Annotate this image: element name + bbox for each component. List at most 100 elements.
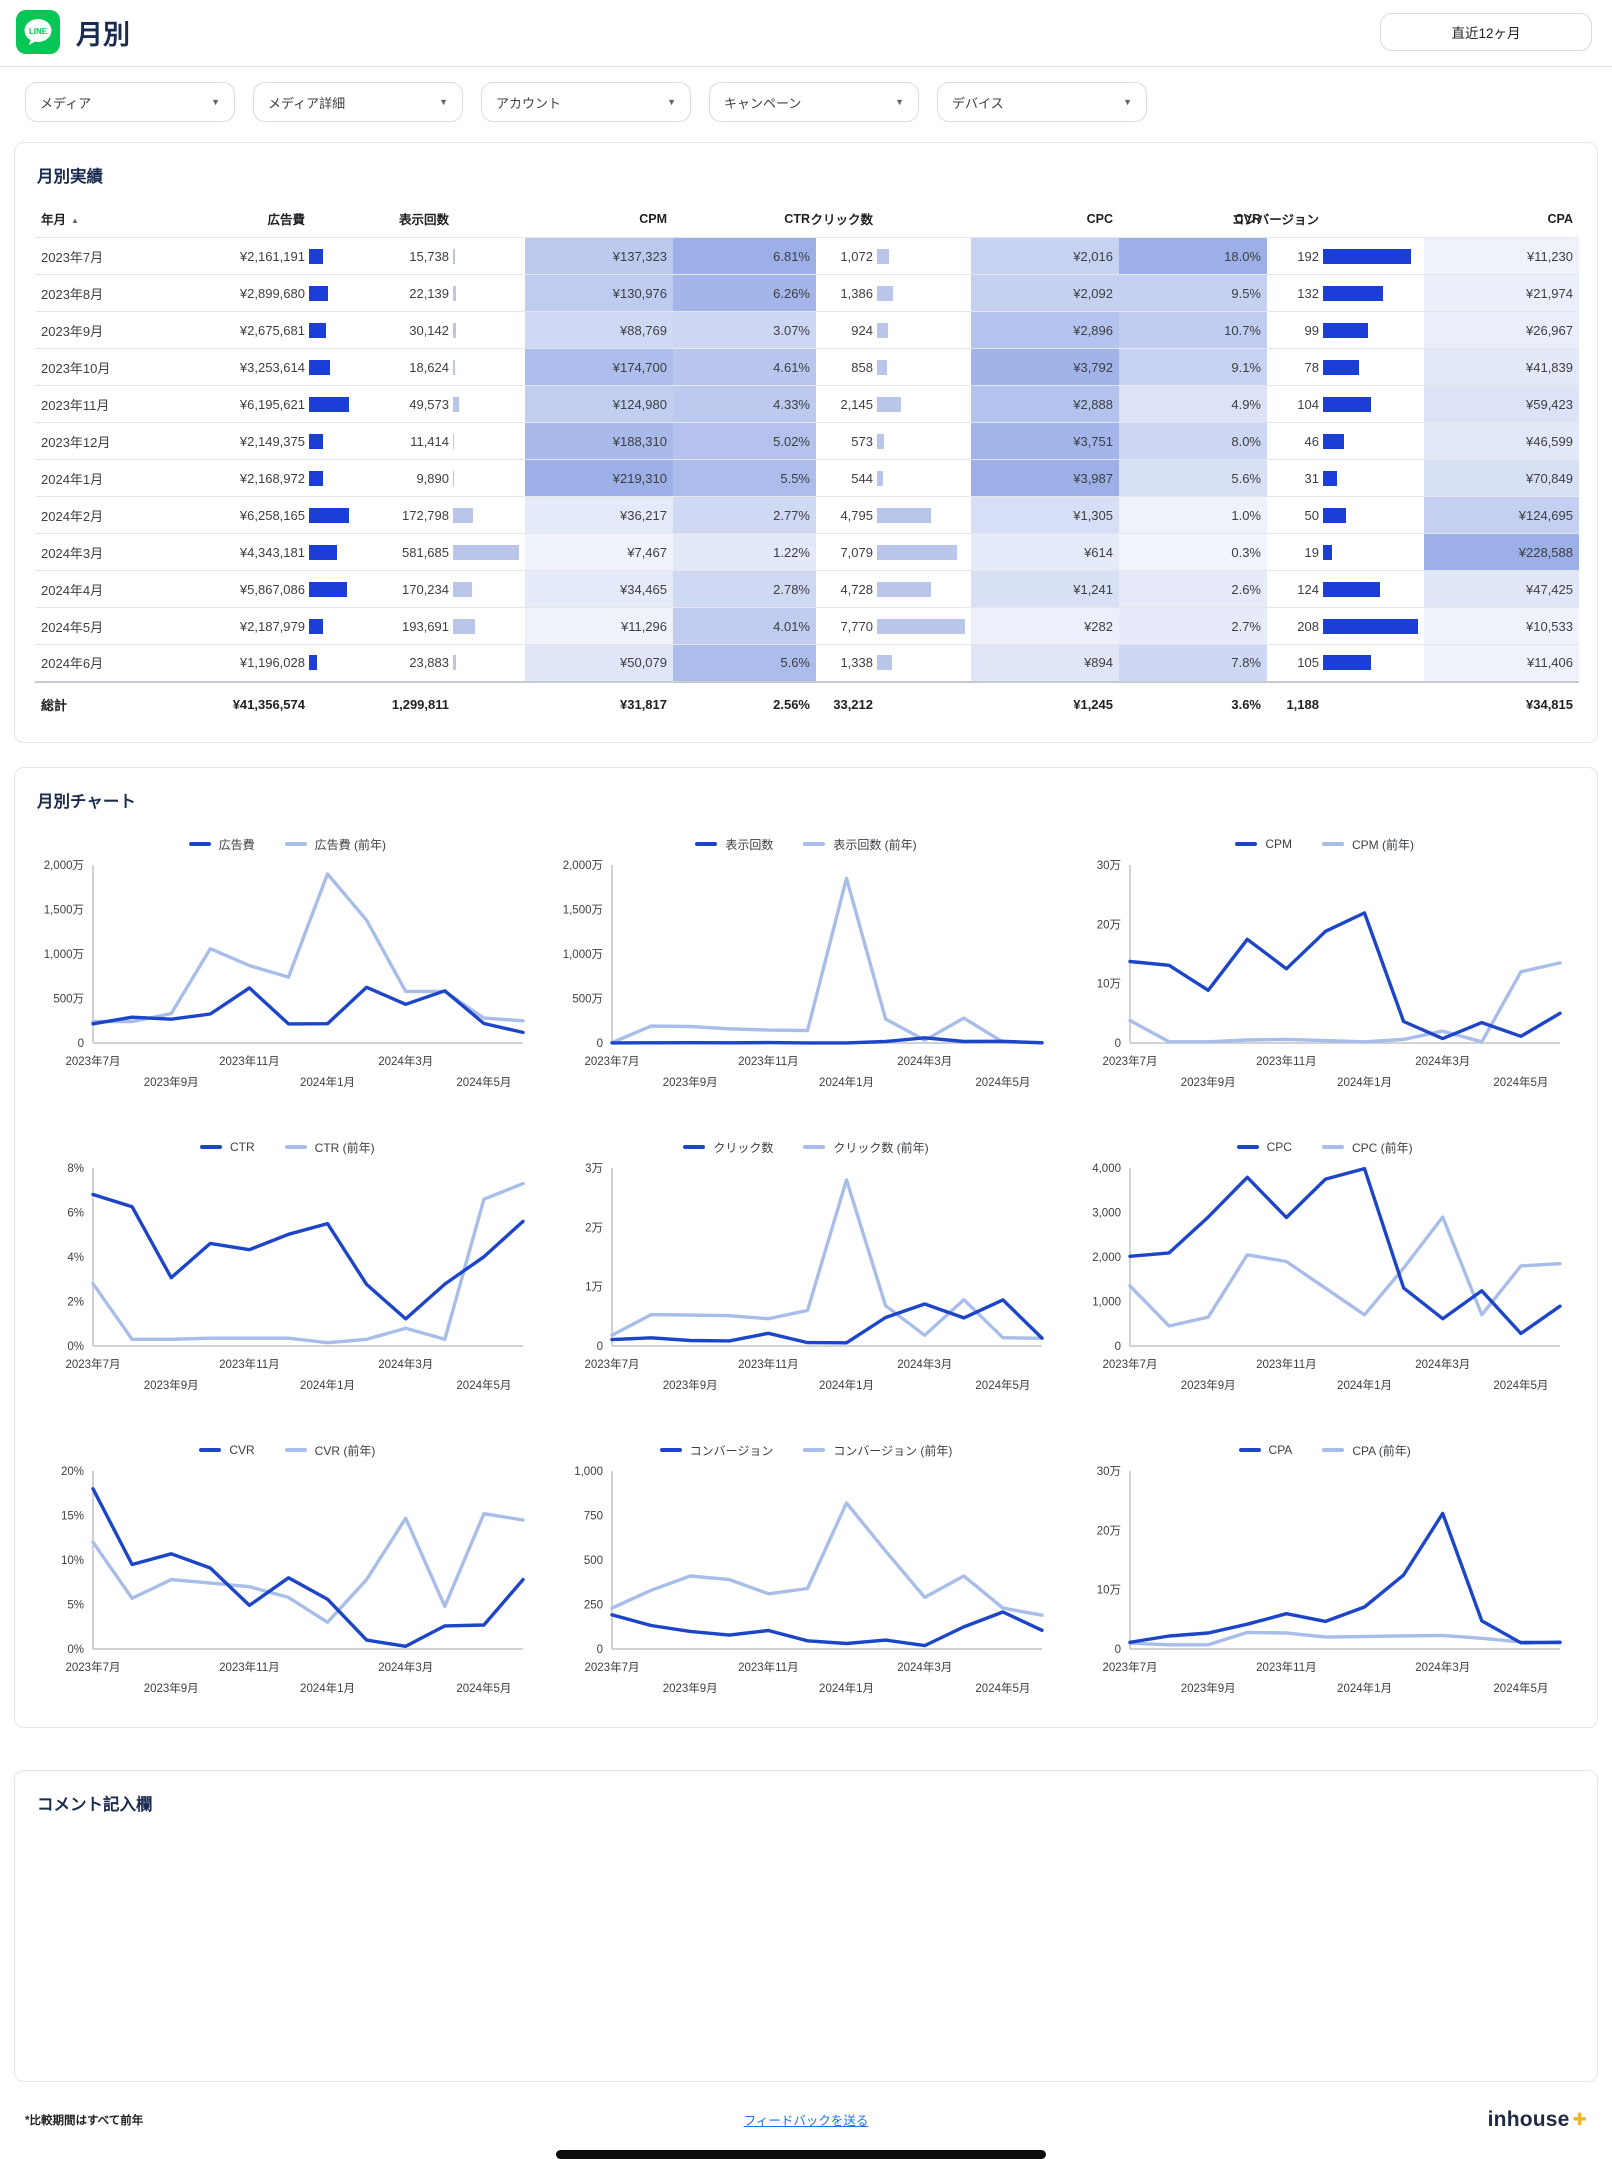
column-header-imp[interactable]: 表示回数 bbox=[355, 203, 525, 238]
cell-cpa: ¥124,695 bbox=[1424, 496, 1579, 534]
filter-dropdown-4[interactable]: キャンペーン ▼ bbox=[709, 82, 919, 122]
total-cell-cvr: 3.6% bbox=[1119, 680, 1267, 726]
table-row: 2023年7月 ¥2,161,191 15,738 ¥137,323 6.81% 1,07… bbox=[35, 237, 1579, 275]
cell-month: 2023年7月 bbox=[35, 237, 127, 275]
svg-text:20万: 20万 bbox=[1097, 919, 1121, 931]
chart-canvas: 0 10万 20万 30万 2023年7月 2023年9月 2023年11月 2024年1月 2… bbox=[1097, 1466, 1563, 1695]
column-header-conv[interactable]: コンバージョン bbox=[1232, 203, 1424, 238]
cell-cpa: ¥11,230 bbox=[1424, 237, 1579, 275]
legend-label: CPM (前年) bbox=[1351, 837, 1414, 852]
svg-text:500万: 500万 bbox=[53, 993, 84, 1005]
column-header-cpa[interactable]: CPA bbox=[1547, 211, 1573, 226]
cell-cvr: 0.3% bbox=[1119, 533, 1267, 571]
filter-dropdown-1[interactable]: メディア ▼ bbox=[25, 82, 235, 122]
value-bar bbox=[877, 248, 890, 264]
bar-zone bbox=[877, 507, 965, 523]
filter-dropdown-2[interactable]: メディア詳細 ▼ bbox=[253, 82, 463, 122]
bar-zone bbox=[309, 396, 349, 412]
value-bar bbox=[1323, 396, 1371, 412]
table-row: 2024年2月 ¥6,258,165 172,798 ¥36,217 2.77% 4,79… bbox=[35, 496, 1579, 534]
svg-text:1万: 1万 bbox=[585, 1281, 603, 1293]
cell-value: ¥41,356,574 bbox=[232, 696, 305, 712]
filter-dropdown-3[interactable]: アカウント ▼ bbox=[481, 82, 691, 122]
filter-dropdown-5[interactable]: デバイス ▼ bbox=[937, 82, 1147, 122]
value-bar bbox=[1323, 285, 1384, 301]
cell-imp: 193,691 bbox=[355, 607, 525, 645]
cell-cpa: ¥47,425 bbox=[1424, 570, 1579, 608]
svg-text:2024年1月: 2024年1月 bbox=[1337, 1075, 1392, 1089]
chart-表示回数: 表示回数 表示回数 (前年) 0 500万 1,000万 1,500万 2,000万 2023… bbox=[554, 836, 1059, 1105]
monthly-results-table: 年月 ▲ 広告費 表示回数 CPM CTR クリック数 CPC CVR コンバージョン CPA 20… bbox=[35, 203, 1579, 726]
legend-item: CPA (前年) bbox=[1322, 1442, 1411, 1459]
value-bar bbox=[453, 433, 455, 449]
value-bar bbox=[877, 507, 932, 523]
cell-cpm: ¥11,296 bbox=[525, 607, 673, 645]
svg-text:30万: 30万 bbox=[1097, 1466, 1121, 1478]
bar-zone bbox=[877, 322, 965, 338]
value-bar bbox=[309, 285, 328, 301]
column-header-month[interactable]: 年月 ▲ bbox=[41, 213, 79, 227]
cell-month: 2024年4月 bbox=[35, 570, 127, 608]
column-header-cvr[interactable]: CVR bbox=[1234, 211, 1261, 226]
bar-zone bbox=[1323, 544, 1418, 560]
column-header-clicks[interactable]: クリック数 bbox=[810, 203, 971, 238]
bar-zone bbox=[453, 618, 519, 634]
cell-value: ¥2,675,681 bbox=[239, 322, 305, 338]
svg-text:2024年3月: 2024年3月 bbox=[897, 1054, 952, 1068]
cell-value: 1,299,811 bbox=[391, 696, 449, 712]
column-header-cpm[interactable]: CPM bbox=[639, 211, 667, 226]
comment-title: コメント記入欄 bbox=[37, 1795, 153, 1814]
bar-zone bbox=[309, 655, 349, 671]
chart-canvas: 0% 2% 4% 6% 8% 2023年7月 2023年9月 2023年11月 2024年1月 2… bbox=[66, 1163, 525, 1392]
column-header-cost[interactable]: 広告費 bbox=[127, 203, 355, 238]
svg-text:750: 750 bbox=[583, 1510, 602, 1522]
svg-text:1,000万: 1,000万 bbox=[44, 949, 84, 961]
feedback-link[interactable]: フィードバックを送る bbox=[743, 2114, 869, 2128]
legend-item: CPC bbox=[1236, 1139, 1292, 1156]
cell-clicks: 573 bbox=[816, 422, 971, 460]
legend-item: コンバージョン bbox=[659, 1442, 773, 1459]
filter-label: メディア bbox=[40, 95, 92, 111]
table-row: 2024年1月 ¥2,168,972 9,890 ¥219,310 5.5% 544 ¥3,… bbox=[35, 459, 1579, 497]
cell-clicks: 858 bbox=[816, 348, 971, 386]
column-header-cpc[interactable]: CPC bbox=[1086, 211, 1113, 226]
cell-conv: 99 bbox=[1267, 311, 1424, 349]
cell-imp: 172,798 bbox=[355, 496, 525, 534]
comment-input[interactable] bbox=[35, 1831, 1577, 2061]
legend-item: CVR (前年) bbox=[284, 1442, 375, 1459]
svg-text:30万: 30万 bbox=[1097, 860, 1121, 872]
chart-広告費: 広告費 広告費 (前年) 0 500万 1,000万 1,500万 2,000万 2023年7… bbox=[35, 836, 540, 1105]
svg-text:2024年5月: 2024年5月 bbox=[456, 1378, 511, 1392]
value-bar bbox=[309, 433, 323, 449]
value-bar bbox=[309, 581, 347, 597]
cell-cost: ¥3,253,614 bbox=[127, 348, 355, 386]
value-bar bbox=[1323, 322, 1369, 338]
inhouse-logo: inhouse ✚ bbox=[1487, 2107, 1587, 2131]
cell-cpc: ¥2,888 bbox=[971, 385, 1119, 423]
cell-ctr: 5.6% bbox=[673, 644, 816, 682]
cell-clicks: 4,728 bbox=[816, 570, 971, 608]
svg-text:2023年7月: 2023年7月 bbox=[1103, 1660, 1158, 1674]
date-range-button[interactable]: 直近12ヶ月 bbox=[1380, 13, 1592, 51]
cell-conv: 78 bbox=[1267, 348, 1424, 386]
cell-value: クリック数 bbox=[810, 213, 873, 227]
svg-text:1,000: 1,000 bbox=[574, 1466, 603, 1478]
cell-value: 858 bbox=[851, 359, 873, 375]
chart-CVR: CVR CVR (前年) 0% 5% 10% 15% 20% 2023年7月 2023年9月 20… bbox=[35, 1442, 540, 1711]
legend-label: CPM bbox=[1265, 837, 1292, 851]
svg-text:2024年3月: 2024年3月 bbox=[1416, 1357, 1471, 1371]
legend-item: 表示回数 bbox=[695, 836, 773, 853]
chart-CPC: CPC CPC (前年) 0 1,000 2,000 3,000 4,000 2023年7月 2… bbox=[1072, 1139, 1577, 1408]
value-bar bbox=[877, 544, 958, 560]
value-bar bbox=[309, 544, 337, 560]
value-bar bbox=[877, 285, 893, 301]
column-header-ctr[interactable]: CTR bbox=[784, 211, 810, 226]
cell-value: ¥3,253,614 bbox=[239, 359, 305, 375]
line-logo: LINE bbox=[16, 10, 60, 54]
svg-text:10万: 10万 bbox=[1097, 978, 1121, 990]
legend-label: クリック数 (前年) bbox=[833, 1140, 929, 1155]
svg-text:1,000万: 1,000万 bbox=[562, 949, 602, 961]
cell-conv: 105 bbox=[1267, 644, 1424, 682]
svg-text:2023年9月: 2023年9月 bbox=[144, 1075, 199, 1089]
legend-swatch bbox=[284, 1448, 307, 1452]
